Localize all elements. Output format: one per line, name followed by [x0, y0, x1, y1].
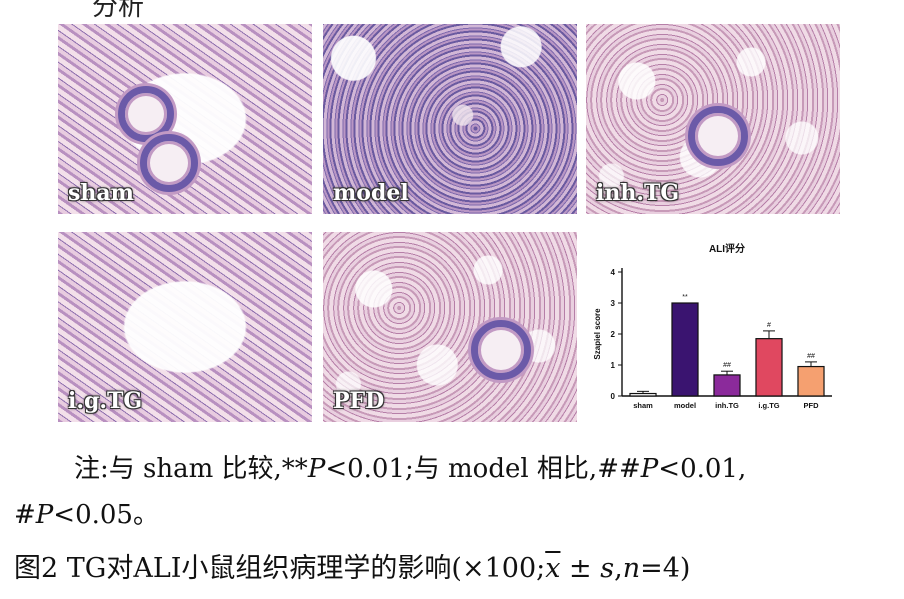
panel-label: PFD	[333, 388, 385, 414]
p-symbol: P	[307, 454, 326, 484]
bar	[629, 392, 657, 397]
note-text: #	[14, 500, 36, 530]
caption-text: ±	[560, 553, 601, 584]
bronchiole-shape	[688, 106, 748, 166]
preceding-text-fragment: 分析	[92, 0, 145, 22]
bronchiole-shape	[118, 86, 174, 142]
n-symbol: n	[622, 553, 641, 584]
y-tick-label: 3	[611, 299, 616, 308]
figure-note: 注:与 sham 比较,**P<0.01;与 model 相比,##P<0.01…	[74, 448, 904, 485]
histology-panel-model: model	[323, 24, 577, 214]
p-symbol: P	[35, 500, 54, 530]
y-tick-label: 2	[611, 330, 616, 339]
chart-title: ALI评分	[709, 242, 745, 255]
x-tick-label: model	[674, 401, 696, 410]
sd-symbol: s	[600, 553, 615, 584]
significance-label: **	[682, 294, 688, 301]
bar	[755, 338, 783, 397]
panel-label: model	[333, 180, 409, 206]
panel-label: i.g.TG	[68, 388, 143, 414]
x-tick-label: sham	[633, 401, 653, 410]
caption-text: =4)	[640, 553, 691, 584]
y-axis-label: Szapiel score	[593, 308, 602, 360]
panel-label: sham	[68, 180, 134, 206]
x-tick-label: PFD	[804, 401, 820, 410]
histology-panel-ig-tg: i.g.TG	[58, 232, 312, 422]
caption-text: ,	[614, 553, 623, 584]
note-text: <0.05。	[53, 500, 159, 530]
note-text: 注:与 sham 比较,**	[74, 454, 308, 484]
histology-panel-sham: sham	[58, 24, 312, 214]
note-text: <0.01,	[658, 454, 747, 484]
y-tick-label: 4	[611, 268, 616, 277]
significance-label: #	[767, 322, 771, 329]
p-symbol: P	[640, 454, 659, 484]
bar	[797, 365, 825, 397]
x-tick-label: inh.TG	[715, 401, 739, 410]
figure-caption: 图2 TG对ALI小鼠组织病理学的影响(×100;x ± s,n=4)	[14, 546, 690, 585]
bar	[713, 374, 741, 397]
bar	[671, 302, 699, 397]
y-tick-label: 0	[611, 392, 616, 401]
bronchiole-shape	[140, 134, 198, 192]
histology-panel-pfd: PFD	[323, 232, 577, 422]
significance-label: ##	[807, 353, 815, 360]
histology-panel-inh-tg: inh.TG	[586, 24, 840, 214]
x-tick-label: i.g.TG	[758, 401, 779, 410]
figure-note-line2: #P<0.05。	[14, 494, 904, 531]
ali-score-chart: ALI评分 Szapiel score 0 1 2 3 4 sham ** model ## inh.…	[588, 236, 840, 416]
chart-svg: ALI评分 Szapiel score 0 1 2 3 4 sham ** model ## inh.…	[593, 242, 832, 410]
y-tick-label: 1	[611, 361, 616, 370]
panel-label: inh.TG	[596, 180, 680, 206]
mean-symbol: x	[545, 553, 561, 584]
bronchiole-shape	[471, 320, 531, 380]
note-text: <0.01;与 model 相比,##	[325, 454, 641, 484]
caption-text: 图2 TG对ALI小鼠组织病理学的影响(×100;	[14, 553, 546, 584]
significance-label: ##	[723, 362, 731, 369]
